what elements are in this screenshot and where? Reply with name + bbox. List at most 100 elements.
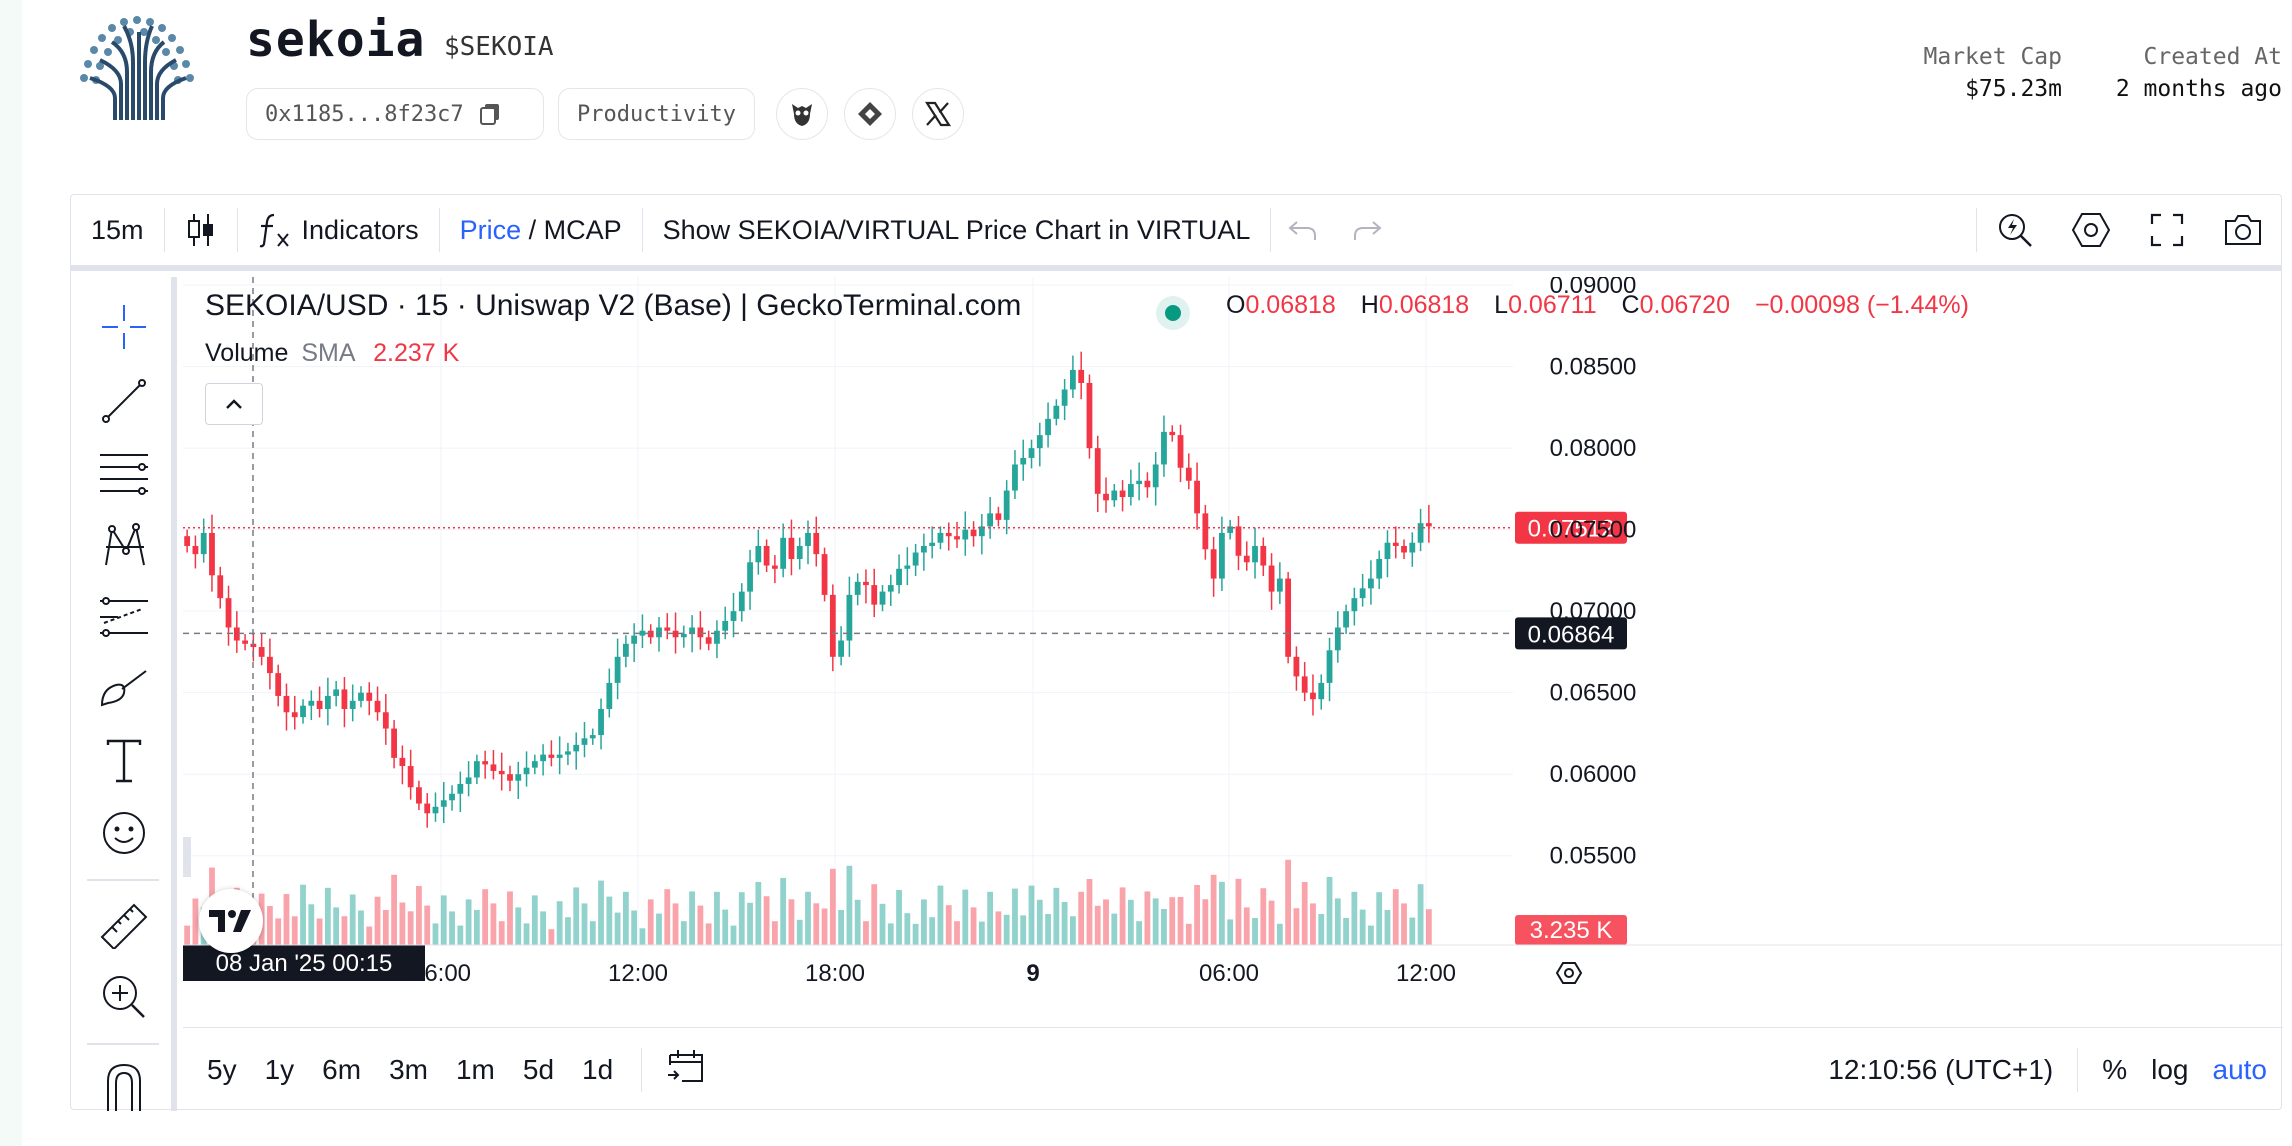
- volume-bar: [1243, 907, 1250, 945]
- range-3m[interactable]: 3m: [389, 1053, 428, 1085]
- volume-badge: [1515, 915, 1627, 945]
- volume-bar: [473, 910, 480, 945]
- range-1y[interactable]: 1y: [264, 1053, 295, 1085]
- forecast-tool[interactable]: [94, 587, 154, 647]
- axis-settings-icon[interactable]: [1555, 962, 1583, 984]
- website-link-button[interactable]: [844, 88, 896, 140]
- fullscreen-button[interactable]: [2129, 195, 2205, 265]
- indicators-label: Indicators: [301, 214, 419, 245]
- zoom-tool[interactable]: [94, 967, 154, 1027]
- percent-toggle[interactable]: %: [2102, 1054, 2128, 1085]
- volume-bar: [871, 884, 878, 945]
- range-6m[interactable]: 6m: [322, 1053, 362, 1085]
- explorer-link-button[interactable]: [776, 88, 828, 140]
- candle-body: [680, 634, 687, 638]
- candle-body: [184, 536, 191, 546]
- volume-bar: [680, 921, 687, 945]
- copy-icon[interactable]: [478, 102, 502, 126]
- candle-body: [1359, 588, 1366, 599]
- candle-body: [1276, 578, 1283, 592]
- candle-body: [689, 627, 696, 634]
- candle-body: [1094, 448, 1101, 494]
- candle-body: [440, 800, 447, 807]
- brush-tool[interactable]: [94, 659, 154, 719]
- crosshair-tool[interactable]: [94, 297, 154, 357]
- fx-icon: [259, 213, 289, 248]
- undo-button[interactable]: [1271, 195, 1335, 265]
- measure-tool[interactable]: [94, 895, 154, 955]
- goto-date-button[interactable]: [656, 1047, 716, 1092]
- volume-bar: [887, 923, 894, 945]
- quick-search-button[interactable]: [1977, 195, 2053, 265]
- candle-body: [217, 575, 224, 599]
- page: sekoia $SEKOIA 0x1185...8f23c7 Productiv…: [22, 0, 2292, 1146]
- candle-body: [945, 532, 952, 537]
- candle-body: [838, 640, 845, 657]
- volume-bar: [1285, 859, 1292, 945]
- range-1m[interactable]: 1m: [455, 1053, 495, 1085]
- chart-bottom-bar: 5y 1y 6m 3m 1m 5d 1d 12:10:56 (UTC+1) % …: [183, 1027, 2283, 1111]
- volume-bar: [358, 910, 364, 945]
- pattern-tool[interactable]: [94, 515, 154, 575]
- volume-bar: [1301, 882, 1308, 945]
- log-toggle[interactable]: log: [2151, 1054, 2189, 1085]
- candle-body: [896, 568, 902, 586]
- volume-bar: [407, 911, 414, 945]
- volume-bar: [763, 896, 770, 945]
- candle-body: [482, 761, 489, 765]
- candle-body: [225, 598, 232, 628]
- price-toggle-label[interactable]: Price: [459, 214, 522, 245]
- toolbar-right-group: [1976, 195, 2281, 265]
- candle-body: [664, 627, 671, 631]
- volume-label: Volume: [205, 339, 289, 367]
- volume-bar: [879, 903, 886, 945]
- emoji-tool[interactable]: [94, 803, 154, 863]
- candle-body: [954, 536, 960, 540]
- screenshot-button[interactable]: [2205, 195, 2281, 265]
- gitbook-icon: [858, 102, 882, 126]
- price-chart[interactable]: 0.07512 0.06864 08 Jan '25 00:15 3.235 K 0.…: [183, 277, 2283, 1027]
- chart-pane[interactable]: 0.07512 0.06864 08 Jan '25 00:15 3.235 K 0.…: [183, 277, 2283, 1027]
- volume-bar: [316, 918, 323, 945]
- magnet-tool[interactable]: [94, 1057, 154, 1111]
- settings-button[interactable]: [2053, 195, 2129, 265]
- tradingview-logo[interactable]: [199, 889, 263, 953]
- auto-toggle[interactable]: auto: [2212, 1054, 2268, 1085]
- indicators-button[interactable]: Indicators: [238, 195, 439, 265]
- candle-body: [1086, 382, 1093, 449]
- chart-type-button[interactable]: [165, 195, 237, 265]
- fib-tool[interactable]: [94, 443, 154, 503]
- volume-bar: [606, 896, 613, 945]
- collapse-legend-button[interactable]: [205, 383, 263, 425]
- volume-bar: [1036, 899, 1043, 945]
- range-5d[interactable]: 5d: [522, 1053, 555, 1085]
- mcap-toggle-label[interactable]: MCAP: [543, 214, 622, 245]
- candle-body: [349, 700, 356, 709]
- text-tool[interactable]: [94, 731, 154, 791]
- range-1d[interactable]: 1d: [582, 1053, 614, 1085]
- token-logo: [80, 16, 194, 120]
- candle-body: [672, 630, 679, 638]
- show-virtual-chart-button[interactable]: Show SEKOIA/VIRTUAL Price Chart in VIRTU…: [662, 214, 1251, 245]
- volume-bar: [829, 868, 836, 945]
- volume-bar: [1260, 888, 1267, 945]
- volume-bar: [556, 901, 563, 945]
- volume-bar: [846, 865, 853, 945]
- category-pill[interactable]: Productivity: [558, 88, 755, 140]
- candle-body: [780, 537, 787, 569]
- range-5y[interactable]: 5y: [207, 1053, 237, 1085]
- x-twitter-link-button[interactable]: [912, 88, 964, 140]
- candle-body: [324, 695, 331, 709]
- interval-button[interactable]: 15m: [91, 214, 144, 245]
- redo-button[interactable]: [1335, 195, 1399, 265]
- volume-bar: [1343, 918, 1349, 945]
- contract-address-pill[interactable]: 0x1185...8f23c7: [246, 88, 544, 140]
- timezone-clock[interactable]: 12:10:56 (UTC+1): [1828, 1054, 2054, 1085]
- trend-line-tool[interactable]: [94, 371, 154, 431]
- price-mcap-toggle[interactable]: Price / MCAP: [440, 195, 642, 265]
- volume-bar: [523, 923, 530, 945]
- volume-bar: [540, 911, 546, 945]
- volume-bar: [1425, 909, 1432, 945]
- candle-body: [598, 708, 604, 736]
- volume-bar: [987, 891, 994, 945]
